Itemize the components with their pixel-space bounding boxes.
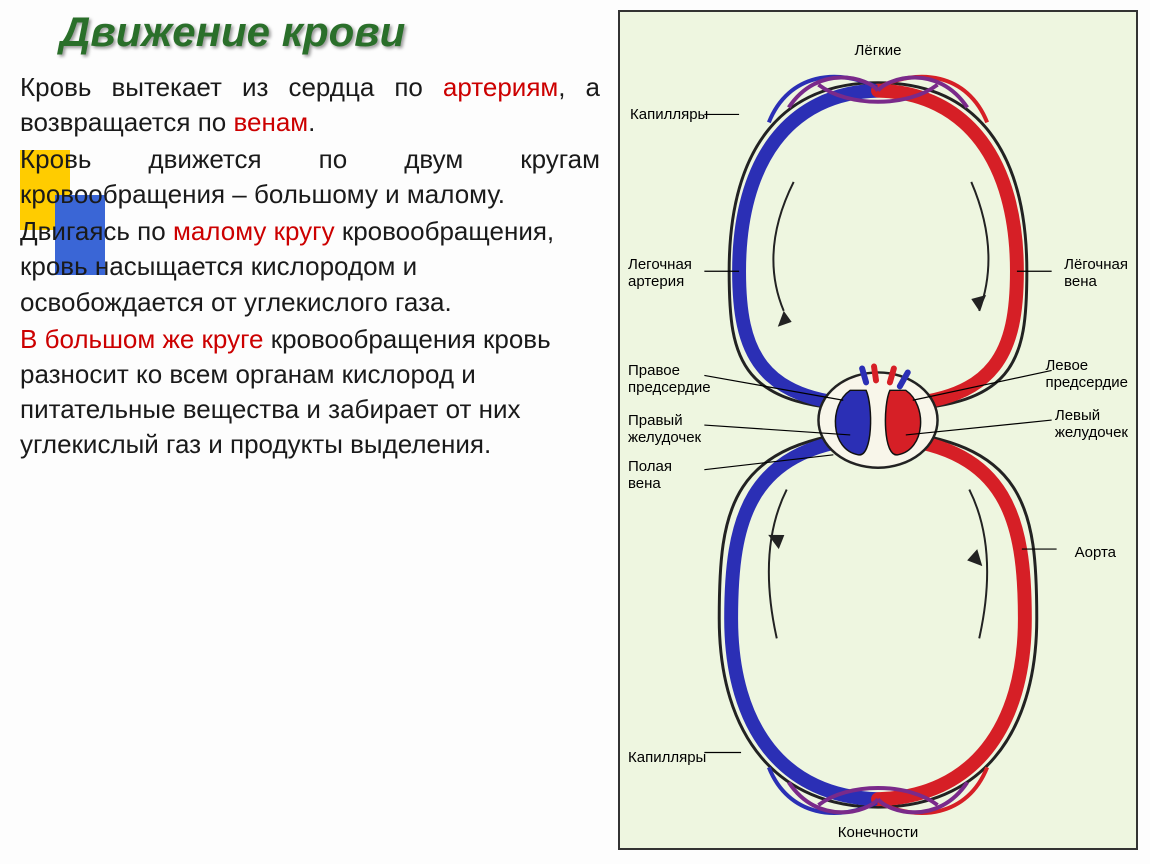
p1-a: Кровь вытекает из сердца по (20, 72, 443, 102)
p1-c: . (308, 107, 315, 137)
paragraph-4: В большом же круге кровообращения кровь … (20, 322, 600, 462)
label-aorta: Аорта (1075, 544, 1116, 561)
p4-large-circle: В большом же круге (20, 324, 263, 354)
label-left-atrium: Левое предсердие (1045, 357, 1128, 392)
p3-a: Двигаясь по (20, 216, 173, 246)
label-pulm-artery: Легочная артерия (628, 256, 692, 291)
p3-small-circle: малому кругу (173, 216, 335, 246)
label-lungs: Лёгкие (855, 42, 902, 59)
paragraph-1: Кровь вытекает из сердца по артериям, а … (20, 70, 600, 140)
pulmonary-vein (878, 91, 1017, 406)
page-title: Движение крови (60, 8, 405, 56)
p1-arteries: артериям (443, 72, 558, 102)
label-pulm-vein: Лёгочная вена (1064, 256, 1128, 291)
label-right-ventricle: Правый желудочек (628, 412, 701, 447)
paragraph-2: Кровь движется по двум кругам кровообращ… (20, 142, 600, 212)
label-capillaries-bot: Капилляры (628, 749, 706, 766)
label-left-ventricle: Левый желудочек (1055, 407, 1128, 442)
label-extremities: Конечности (838, 824, 918, 841)
label-right-atrium: Правое предсердие (628, 362, 711, 397)
heart-shape (818, 366, 937, 467)
label-vena-cava: Полая вена (628, 458, 672, 493)
circulation-diagram: Лёгкие Капилляры Легочная артерия Лёгочн… (618, 10, 1138, 850)
body-text: Кровь вытекает из сердца по артериям, а … (20, 70, 600, 464)
label-capillaries-top: Капилляры (630, 106, 708, 123)
p1-veins: венам (233, 107, 308, 137)
pulmonary-artery (739, 91, 878, 406)
paragraph-3: Двигаясь по малому кругу кровообращения,… (20, 214, 600, 319)
